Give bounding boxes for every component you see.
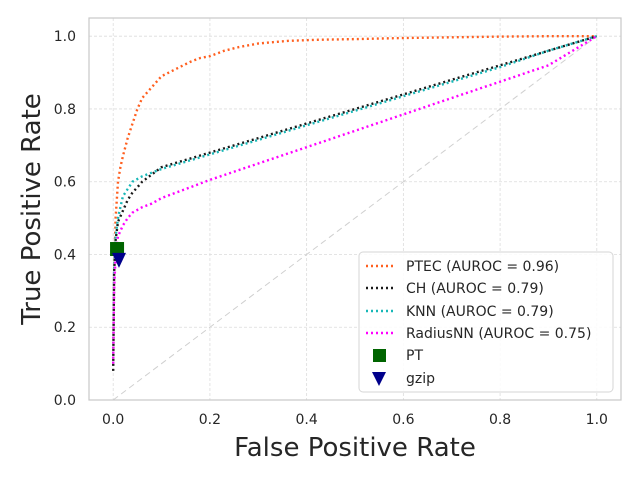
x-tick-label: 0.8 (489, 412, 511, 428)
legend: PTEC (AUROC = 0.96) CH (AUROC = 0.79) KN… (358, 251, 614, 393)
plot-frame (88, 17, 622, 401)
legend-radiusnn-label: RadiusNN (AUROC = 0.75) (406, 326, 591, 342)
legend-gzip-swatch (372, 372, 386, 386)
y-tick-label: 1.0 (54, 29, 76, 45)
y-tick-label: 0.6 (54, 175, 76, 191)
legend-knn-label: KNN (AUROC = 0.79) (406, 304, 554, 320)
marker-layer (110, 242, 126, 268)
x-tick-label: 0.4 (296, 412, 318, 428)
tick-labels: 0.0 0.2 0.4 0.6 0.8 1.0 0.0 0.2 0.4 0.6 0.8 1.0 (54, 29, 608, 428)
y-tick-label: 0.4 (54, 247, 76, 263)
chance-diagonal (112, 35, 598, 401)
radiusnn-curve (112, 35, 598, 364)
x-tick-label: 0.6 (392, 412, 414, 428)
pt-marker (110, 242, 125, 257)
ptec-curve (112, 35, 597, 364)
legend-box (358, 251, 614, 393)
legend-ch-label: CH (AUROC = 0.79) (406, 281, 544, 297)
legend-gzip-label: gzip (406, 371, 435, 387)
y-tick-label: 0.2 (54, 320, 76, 336)
y-tick-label: 0.8 (54, 102, 76, 118)
y-tick-label: 0.0 (54, 393, 76, 409)
x-tick-label: 1.0 (586, 412, 608, 428)
legend-pt-label: PT (406, 348, 423, 364)
legend-pt-swatch (373, 349, 386, 362)
y-axis-label: True Positive Rate (17, 93, 47, 326)
legend-ptec-label: PTEC (AUROC = 0.96) (406, 259, 559, 275)
x-tick-label: 0.0 (102, 412, 124, 428)
gzip-marker (111, 252, 126, 268)
x-tick-label: 0.2 (199, 412, 221, 428)
series-layer (112, 35, 598, 371)
ch-curve (112, 35, 598, 371)
x-axis-label: False Positive Rate (234, 433, 476, 463)
